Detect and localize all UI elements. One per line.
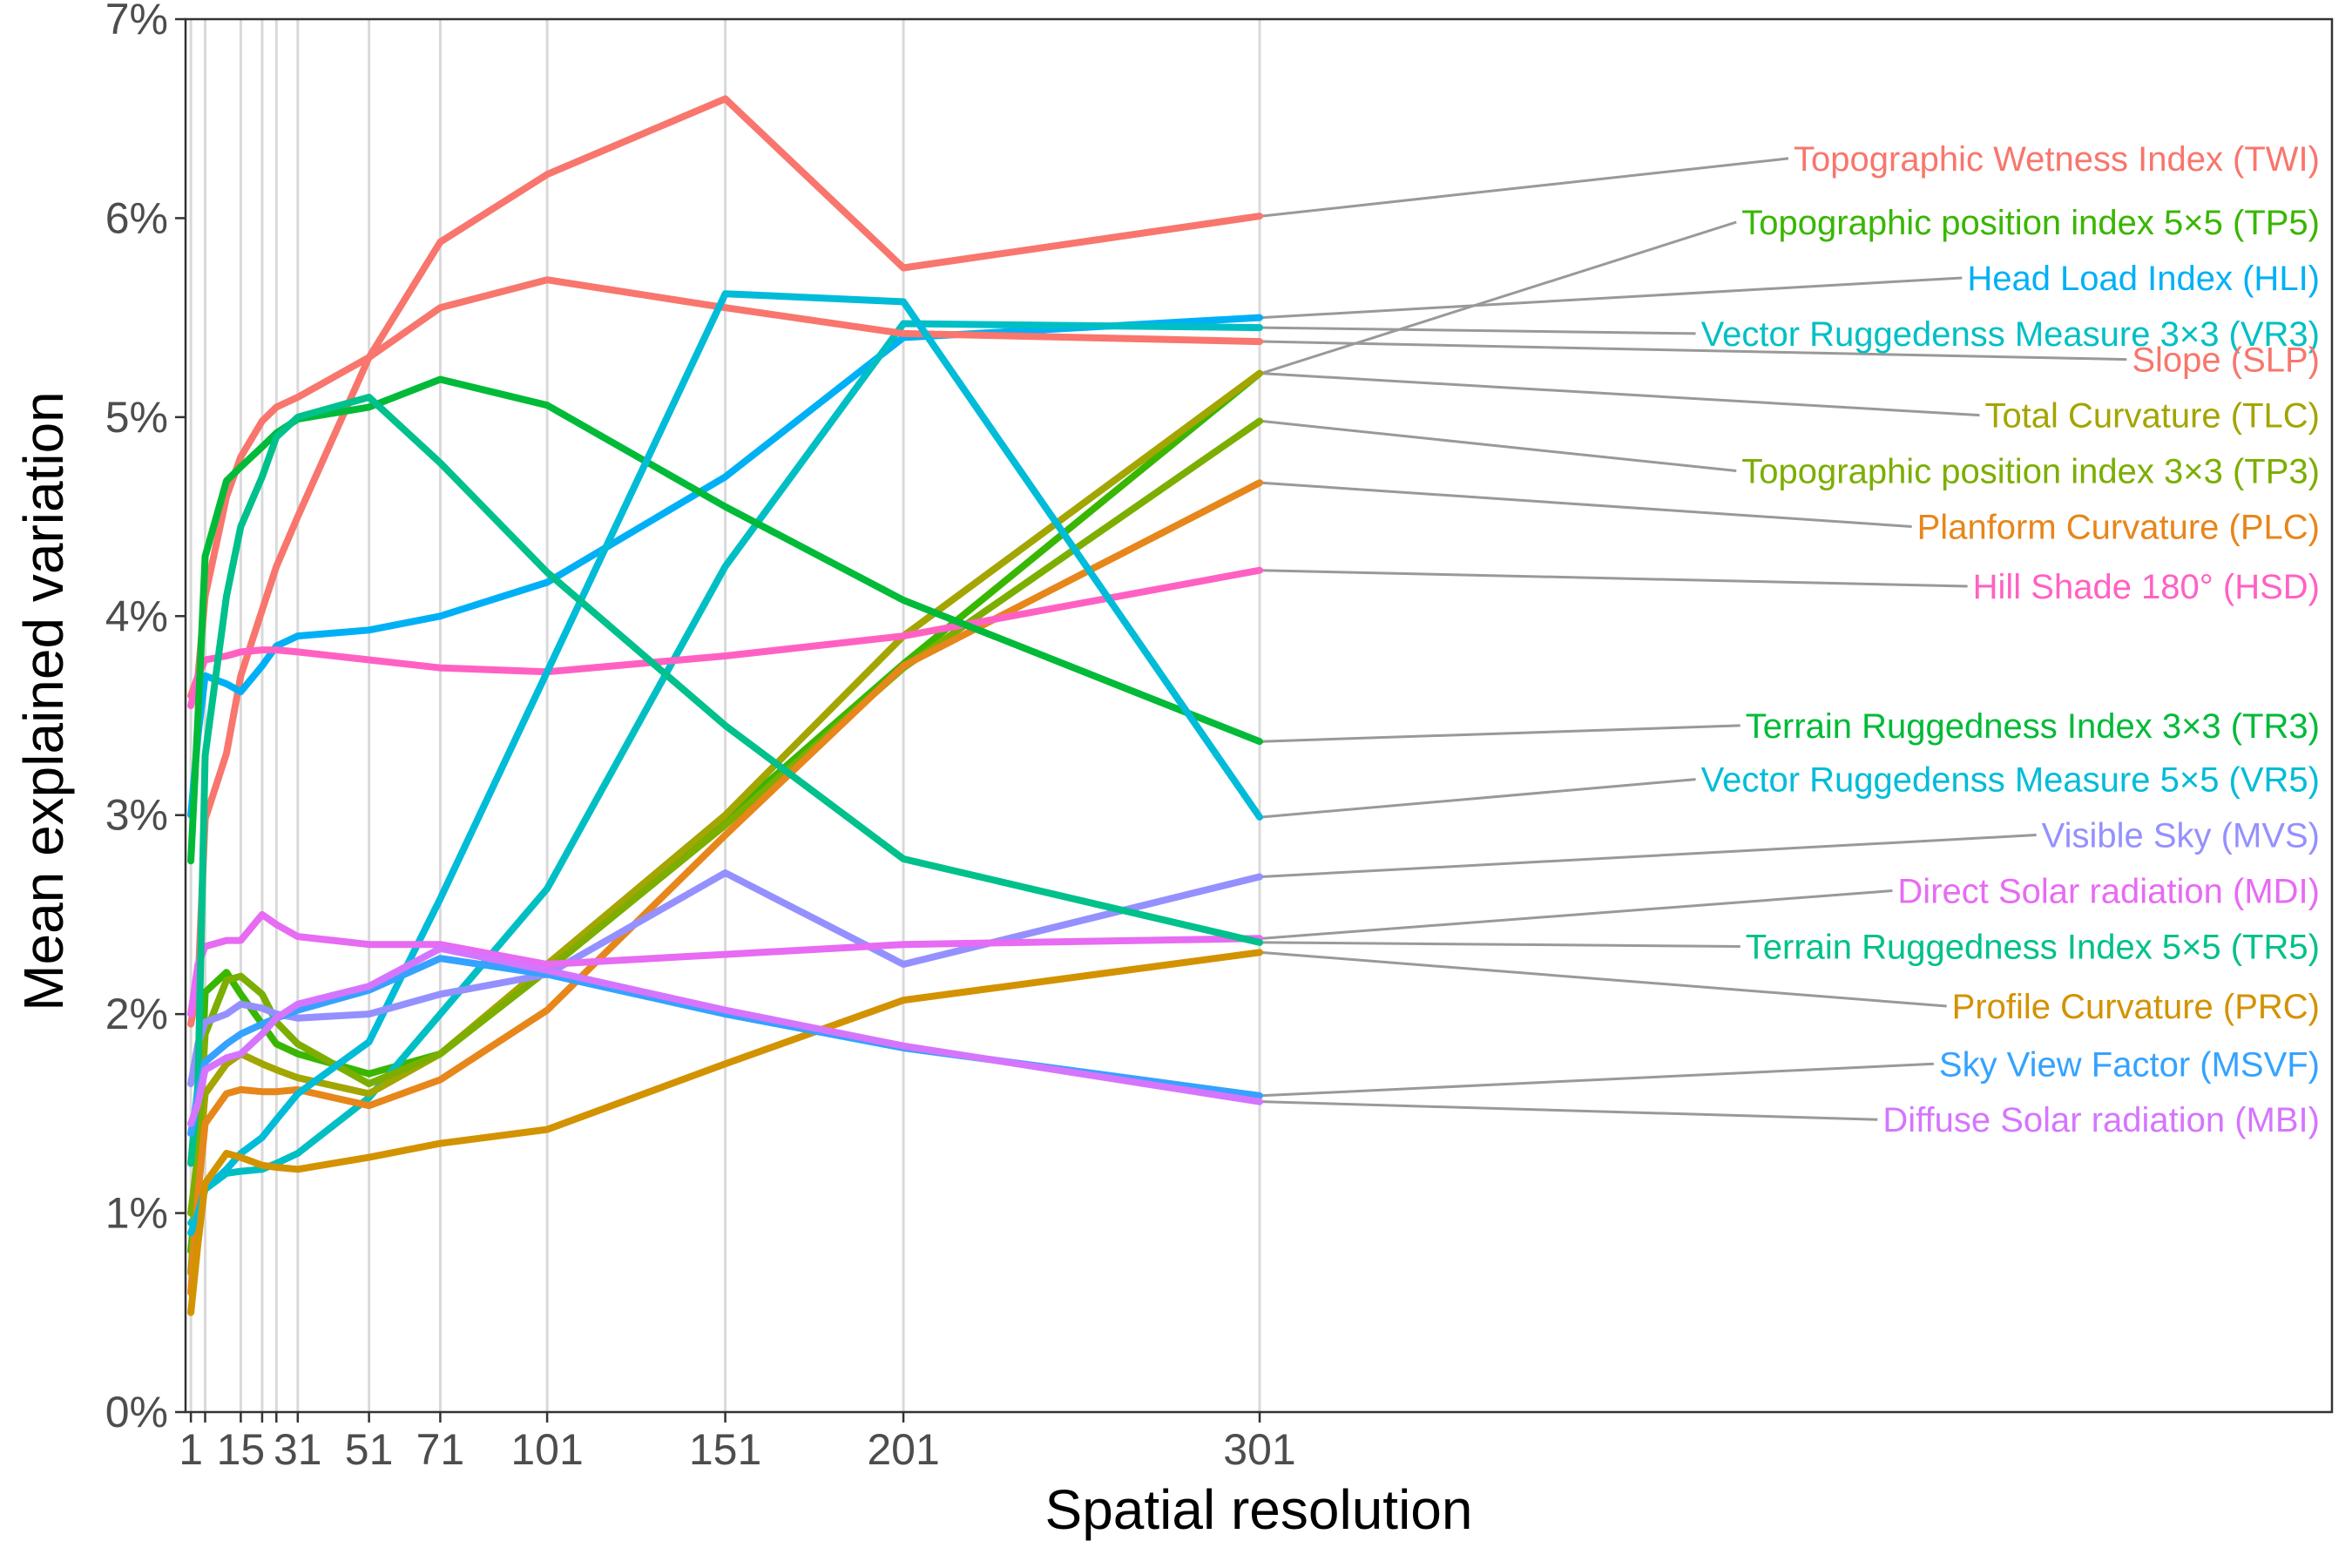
series-line (187, 290, 1263, 1237)
series-label: Hill Shade 180° (HSD) (1973, 568, 2320, 606)
y-tick-label: 3% (105, 791, 168, 840)
y-tick-label: 0% (105, 1388, 168, 1436)
x-tick-label: 51 (345, 1425, 394, 1474)
x-tick-label: 101 (510, 1425, 583, 1474)
label-leader-line (1260, 1062, 1934, 1098)
series-line (187, 314, 1263, 819)
series-label: Terrain Ruggedness Index 5×5 (TR5) (1746, 928, 2320, 966)
series-line (187, 276, 1263, 700)
series-label: Topographic position index 3×3 (TP3) (1741, 453, 2320, 491)
x-tick-label: 71 (416, 1425, 465, 1474)
series-label: Diffuse Solar radiation (MBI) (1882, 1101, 2320, 1139)
label-leader-line (1260, 834, 2037, 879)
x-tick-label: 15 (217, 1425, 266, 1474)
y-tick-label: 2% (105, 990, 168, 1038)
series-label: Planform Curvature (PLC) (1917, 508, 2320, 546)
series-line (187, 417, 1263, 1217)
series-line (187, 394, 1263, 1167)
y-tick-label: 5% (105, 393, 168, 442)
x-tick-label: 301 (1223, 1425, 1295, 1474)
series-label: Topographic position index 5×5 (TP5) (1741, 204, 2320, 242)
x-axis-title: Spatial resolution (1045, 1478, 1473, 1541)
series-label: Topographic Wetness Index (TWI) (1794, 140, 2320, 179)
label-leader-line (1261, 941, 1740, 948)
label-leader-line (1260, 419, 1737, 473)
label-leader-line (1260, 778, 1696, 819)
y-tick-label: 6% (105, 193, 168, 242)
series-label: Vector Ruggedenss Measure 3×3 (VR3) (1701, 315, 2320, 354)
series-line (187, 910, 1263, 1018)
y-tick-label: 4% (105, 591, 168, 640)
label-leader-line (1260, 372, 1980, 417)
label-leader-line (1260, 276, 1963, 320)
label-leader-line (1260, 724, 1740, 743)
label-leader-line (1260, 340, 2127, 362)
x-tick-label: 1 (179, 1425, 203, 1474)
series-line (187, 949, 1263, 1316)
label-leader-line (1260, 1100, 1878, 1121)
series-label: Total Curvature (TLC) (1984, 397, 2320, 436)
series-line (187, 944, 1263, 1127)
series-label: Sky View Factor (MSVF) (1939, 1045, 2320, 1084)
label-leader-line (1260, 157, 1789, 218)
label-leader-line (1260, 889, 1893, 940)
y-tick-label: 1% (105, 1189, 168, 1238)
series-label: Head Load Index (HLI) (1967, 260, 2320, 298)
series-label: Profile Curvature (PRC) (1952, 988, 2320, 1026)
series-line (187, 95, 1263, 1028)
label-leader-line (1260, 569, 1968, 588)
x-tick-label: 151 (689, 1425, 761, 1474)
series-label: Terrain Ruggedness Index 3×3 (TR3) (1746, 707, 2320, 746)
label-leader-line (1260, 220, 1737, 375)
series-lines (187, 95, 1263, 1316)
label-leader-line (1260, 950, 1947, 1008)
series-label: Visible Sky (MVS) (2042, 817, 2320, 855)
x-tick-label: 31 (274, 1425, 322, 1474)
series-labels: Topographic Wetness Index (TWI) Topograph… (1701, 140, 2320, 1139)
axes: 0% 1% 2% 3% 4% 5% 6% 7% 1 15 31 51 71 101 151 201 301 (105, 0, 2334, 1474)
series-line (187, 369, 1263, 1277)
series-line (187, 479, 1263, 1296)
label-leader-line (1261, 326, 1696, 335)
series-line (187, 566, 1263, 710)
label-leader-lines (1260, 157, 2127, 1121)
y-axis-title: Mean explained variation (12, 391, 75, 1011)
series-label: Vector Ruggedenss Measure 5×5 (VR5) (1701, 761, 2320, 800)
x-tick-label: 201 (867, 1425, 939, 1474)
grid-lines (189, 19, 1261, 1412)
series-label: Slope (SLP) (2132, 341, 2320, 380)
series-label: Direct Solar radiation (MDI) (1897, 873, 2320, 911)
y-tick-label: 7% (105, 0, 168, 44)
label-leader-line (1260, 481, 1912, 528)
